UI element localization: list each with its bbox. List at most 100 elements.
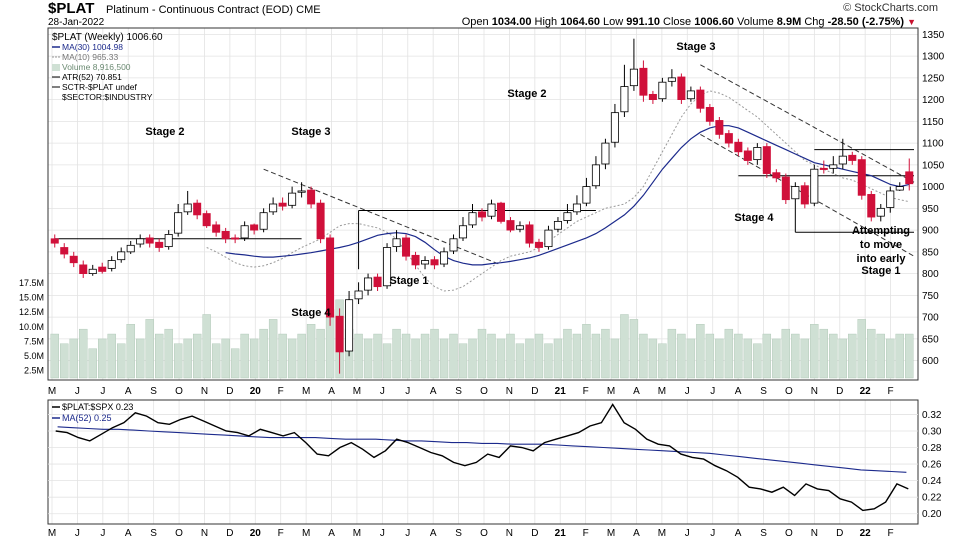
volume-bar (686, 338, 696, 379)
x-tick-label: A (735, 386, 742, 397)
volume-bar (373, 333, 382, 379)
x-tick-label: F (888, 386, 894, 397)
x-tick-label: S (455, 386, 462, 397)
x-tick-label: D (836, 528, 843, 539)
volume-axis: 17.5M 15.0M 12.5M 10.0M 7.5M 5.0M 2.5M (19, 278, 44, 376)
candle-body (715, 120, 724, 135)
stage-label: into early (857, 253, 907, 265)
candle-body (221, 231, 230, 240)
x-tick-label: F (583, 386, 589, 397)
x-tick-label: A (430, 528, 437, 539)
candle-body (440, 251, 449, 265)
stage3-upper-trendline (700, 64, 915, 183)
volume-bars (50, 299, 914, 379)
x-tick-label: N (506, 528, 513, 539)
x-tick-label: J (685, 528, 690, 539)
x-tick-label: M (607, 386, 615, 397)
volume-bar (268, 319, 278, 379)
candle-body (240, 225, 249, 239)
price-tick-label: 950 (922, 204, 939, 215)
x-tick-label: N (201, 386, 208, 397)
volume-bar (354, 333, 363, 379)
x-tick-label: D (836, 386, 843, 397)
price-tick-label: 750 (922, 291, 939, 302)
candle-body (468, 212, 477, 226)
volume-bar (553, 338, 563, 379)
candle-body (601, 142, 610, 165)
x-tick-label: O (480, 528, 488, 539)
x-tick-label: A (633, 528, 640, 539)
x-tick-label: M (48, 528, 56, 539)
candle-body (886, 190, 895, 208)
down-triangle-icon: ▼ (907, 17, 916, 27)
stage-label: Attempting (852, 225, 910, 237)
candle-body (829, 164, 838, 169)
stage-label: Stage 1 (861, 265, 900, 277)
candle-body (658, 81, 667, 100)
volume-tick-label: 12.5M (19, 307, 44, 317)
x-tick-label: O (175, 386, 183, 397)
candle-body (459, 225, 468, 239)
candle-body (743, 150, 752, 161)
volume-bar (164, 328, 173, 379)
candle-body (326, 237, 335, 318)
stage-label: Stage 4 (291, 307, 331, 319)
volume-bar (145, 319, 154, 379)
stage-label: to move (860, 239, 902, 251)
volume-bar (572, 333, 582, 379)
price-legend: $PLAT (Weekly) 1006.60 MA(30) 1004.98 MA… (52, 32, 163, 102)
candle-body (734, 141, 743, 153)
candle-body (753, 147, 762, 161)
price-tick-label: 1350 (922, 30, 945, 41)
x-tick-label: 22 (860, 386, 872, 397)
candle-body (392, 238, 401, 248)
volume-bar (525, 338, 534, 379)
candle-body (297, 190, 306, 193)
x-tick-label: J (405, 528, 410, 539)
ratio-tick-label: 0.24 (922, 476, 942, 487)
volume-bar (297, 333, 306, 379)
x-tick-label: M (302, 528, 310, 539)
candle-body (762, 146, 771, 174)
volume-bar (734, 333, 743, 379)
volume-bar (449, 333, 458, 379)
legend-ma10: MA(10) 965.33 (62, 52, 118, 62)
ratio-tick-label: 0.20 (922, 509, 942, 520)
volume-bar (154, 333, 164, 379)
volume-bar (392, 328, 401, 379)
x-tick-label: J (100, 528, 105, 539)
volume-bar (724, 328, 734, 379)
legend-ratio: $PLAT:$SPX 0.23 (62, 402, 133, 412)
legend-sctr: SCTR-$PLAT undef (62, 82, 137, 92)
volume-bar (506, 333, 515, 379)
volume-bar (487, 333, 496, 379)
volume-bar (857, 319, 866, 379)
candle-body (411, 254, 420, 266)
legend-atr: ATR(52) 70.851 (62, 72, 122, 82)
candle-body (639, 67, 648, 96)
x-tick-label: N (506, 386, 513, 397)
candle-body (193, 202, 202, 216)
candle-body (250, 224, 259, 231)
x-tick-label: D (531, 528, 538, 539)
price-tick-label: 1100 (922, 139, 944, 150)
volume-bar (819, 328, 828, 379)
volume-bar (126, 324, 135, 379)
x-tick-label: A (328, 386, 335, 397)
volume-bar (173, 343, 183, 379)
candle-body (848, 154, 857, 161)
candle-body (525, 224, 534, 244)
open-value: 1034.00 (491, 16, 532, 28)
candle-body (534, 241, 543, 248)
x-tick-label: J (405, 386, 410, 397)
candle-body (421, 260, 430, 265)
price-tick-label: 1200 (922, 95, 945, 106)
x-tick-label: M (353, 528, 361, 539)
candle-body (810, 168, 819, 204)
volume-bar (401, 333, 411, 379)
volume-bar (772, 338, 781, 379)
candle-body (402, 237, 411, 257)
candle-body (857, 159, 866, 196)
x-tick-label: M (658, 528, 666, 539)
candle-body (107, 260, 116, 269)
